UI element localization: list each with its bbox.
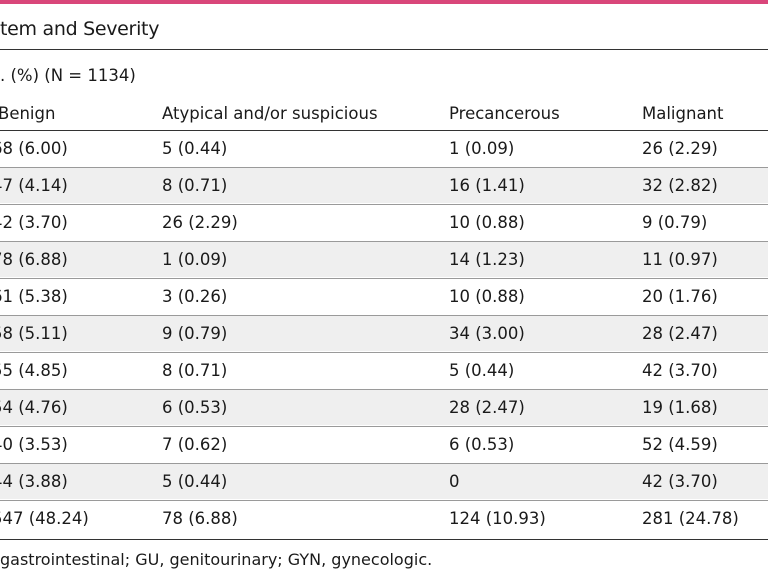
- table-subheading: . (%) (N = 1134): [0, 66, 136, 85]
- table-bottom-rule: [0, 539, 768, 540]
- cell-benign: 68 (6.00): [0, 139, 68, 158]
- table-row: 547 (48.24) 78 (6.88) 124 (10.93) 281 (24.7…: [0, 500, 768, 536]
- cell-precancerous: 124 (10.93): [449, 509, 546, 528]
- table-row: 55 (4.85) 8 (0.71) 5 (0.44) 42 (3.70): [0, 352, 768, 388]
- table-row: 68 (6.00) 5 (0.44) 1 (0.09) 26 (2.29): [0, 130, 768, 166]
- cell-benign: 40 (3.53): [0, 435, 68, 454]
- cell-benign: 78 (6.88): [0, 250, 68, 269]
- table-row: 42 (3.70) 26 (2.29) 10 (0.88) 9 (0.79): [0, 204, 768, 240]
- table-row: 54 (4.76) 6 (0.53) 28 (2.47) 19 (1.68): [0, 389, 768, 425]
- cell-malignant: 11 (0.97): [642, 250, 718, 269]
- column-header-malignant: Malignant: [642, 104, 724, 123]
- cell-precancerous: 1 (0.09): [449, 139, 515, 158]
- cell-malignant: 281 (24.78): [642, 509, 739, 528]
- table-header-row: Benign Atypical and/or suspicious Precan…: [0, 98, 768, 130]
- cell-atypical: 26 (2.29): [162, 213, 238, 232]
- table-row: 78 (6.88) 1 (0.09) 14 (1.23) 11 (0.97): [0, 241, 768, 277]
- cell-benign: 54 (4.76): [0, 398, 68, 417]
- cell-atypical: 3 (0.26): [162, 287, 228, 306]
- cell-malignant: 42 (3.70): [642, 361, 718, 380]
- cell-precancerous: 0: [449, 472, 460, 491]
- table-row: 40 (3.53) 7 (0.62) 6 (0.53) 52 (4.59): [0, 426, 768, 462]
- cell-malignant: 26 (2.29): [642, 139, 718, 158]
- table-row: 58 (5.11) 9 (0.79) 34 (3.00) 28 (2.47): [0, 315, 768, 351]
- column-header-atypical: Atypical and/or suspicious: [162, 104, 378, 123]
- table-title: tem and Severity: [0, 18, 160, 40]
- cell-atypical: 8 (0.71): [162, 361, 228, 380]
- cell-precancerous: 14 (1.23): [449, 250, 525, 269]
- cell-atypical: 5 (0.44): [162, 139, 228, 158]
- cell-benign: 42 (3.70): [0, 213, 68, 232]
- column-header-precancerous: Precancerous: [449, 104, 560, 123]
- cell-precancerous: 5 (0.44): [449, 361, 515, 380]
- cell-atypical: 7 (0.62): [162, 435, 228, 454]
- accent-bar: [0, 0, 768, 4]
- cell-malignant: 28 (2.47): [642, 324, 718, 343]
- cell-benign: 47 (4.14): [0, 176, 68, 195]
- column-header-benign: Benign: [0, 104, 56, 123]
- cell-precancerous: 16 (1.41): [449, 176, 525, 195]
- cell-atypical: 5 (0.44): [162, 472, 228, 491]
- cell-atypical: 6 (0.53): [162, 398, 228, 417]
- cell-precancerous: 6 (0.53): [449, 435, 515, 454]
- cell-atypical: 9 (0.79): [162, 324, 228, 343]
- cell-precancerous: 34 (3.00): [449, 324, 525, 343]
- cell-benign: 55 (4.85): [0, 361, 68, 380]
- cell-benign: 547 (48.24): [0, 509, 89, 528]
- cell-malignant: 19 (1.68): [642, 398, 718, 417]
- cell-precancerous: 10 (0.88): [449, 213, 525, 232]
- table-row: 44 (3.88) 5 (0.44) 0 42 (3.70): [0, 463, 768, 499]
- cell-benign: 61 (5.38): [0, 287, 68, 306]
- title-divider: [0, 49, 768, 50]
- cell-precancerous: 28 (2.47): [449, 398, 525, 417]
- cell-atypical: 8 (0.71): [162, 176, 228, 195]
- table-row: 47 (4.14) 8 (0.71) 16 (1.41) 32 (2.82): [0, 167, 768, 203]
- cell-malignant: 9 (0.79): [642, 213, 708, 232]
- cell-malignant: 20 (1.76): [642, 287, 718, 306]
- table-footnote: gastrointestinal; GU, genitourinary; GYN…: [0, 550, 433, 569]
- table-row: 61 (5.38) 3 (0.26) 10 (0.88) 20 (1.76): [0, 278, 768, 314]
- cell-malignant: 52 (4.59): [642, 435, 718, 454]
- cell-atypical: 1 (0.09): [162, 250, 228, 269]
- cell-precancerous: 10 (0.88): [449, 287, 525, 306]
- cell-benign: 58 (5.11): [0, 324, 68, 343]
- cell-benign: 44 (3.88): [0, 472, 68, 491]
- cell-malignant: 42 (3.70): [642, 472, 718, 491]
- cell-atypical: 78 (6.88): [162, 509, 238, 528]
- cell-malignant: 32 (2.82): [642, 176, 718, 195]
